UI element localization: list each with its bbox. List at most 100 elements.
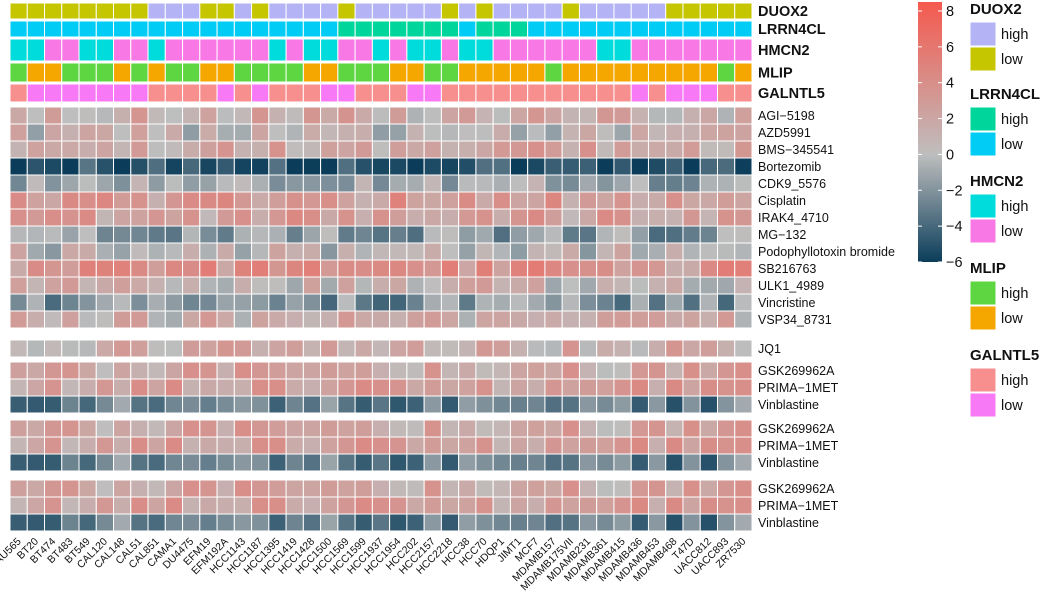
heatmap-cell: [130, 419, 149, 438]
heatmap-cell: [199, 106, 218, 125]
heatmap-cell: [578, 208, 598, 227]
annotation-cell-duox2: [44, 2, 63, 20]
scale-tick-label: 8: [946, 4, 954, 20]
heatmap-cell: [26, 208, 46, 227]
annotation-cell-hmcn2: [251, 38, 270, 62]
heatmap-cell: [544, 174, 563, 193]
heatmap-cell: [302, 361, 322, 380]
heatmap-cell: [251, 191, 270, 210]
heatmap-cell: [371, 378, 391, 397]
heatmap-cell: [26, 293, 46, 312]
heatmap-cell: [320, 436, 339, 455]
annotation-cell-hmcn2: [475, 38, 494, 62]
heatmap-cell: [130, 242, 149, 261]
heatmap-cell: [389, 293, 408, 312]
heatmap-cell: [527, 208, 546, 227]
heatmap-cell: [682, 191, 701, 210]
heatmap-cell: [354, 140, 373, 159]
heatmap-cell: [44, 436, 63, 455]
heatmap-cell: [216, 395, 235, 414]
heatmap-cell: [527, 453, 546, 472]
heatmap-cell: [44, 242, 63, 261]
heatmap-cell: [113, 395, 132, 414]
heatmap-cell: [268, 436, 287, 455]
heatmap-cell: [216, 276, 235, 295]
heatmap-cell: [320, 191, 339, 210]
legend-swatch-duox2-low: [969, 46, 997, 72]
heatmap-cell: [561, 293, 580, 312]
heatmap-cell: [613, 339, 632, 358]
heatmap-cell: [9, 242, 28, 261]
heatmap-cell: [320, 242, 339, 261]
heatmap-cell: [475, 174, 494, 193]
heatmap-cell: [716, 513, 736, 532]
heatmap-cell: [613, 496, 632, 515]
heatmap-cell: [458, 242, 477, 261]
heatmap-cell: [182, 191, 201, 210]
heatmap-cell: [216, 242, 235, 261]
annotation-cell-mlip: [354, 62, 373, 83]
heatmap-cell: [734, 395, 753, 414]
heatmap-cell: [458, 259, 477, 278]
heatmap-cell: [630, 339, 649, 358]
heatmap-cell: [630, 453, 649, 472]
heatmap-cell: [44, 361, 63, 380]
heatmap-cell: [302, 293, 322, 312]
annotation-cell-duox2: [199, 2, 218, 20]
heatmap-cell: [285, 378, 304, 397]
annotation-cell-galntl5: [182, 83, 201, 103]
heatmap-cell: [561, 436, 580, 455]
heatmap-cell: [699, 513, 718, 532]
heatmap-cell: [527, 276, 546, 295]
heatmap-cell: [251, 225, 270, 244]
heatmap-cell: [9, 310, 28, 329]
heatmap-cell: [389, 436, 408, 455]
heatmap-cell: [578, 419, 598, 438]
annotation-cell-hmcn2: [492, 38, 511, 62]
annotation-cell-hmcn2: [406, 38, 425, 62]
heatmap-cell: [216, 157, 235, 176]
heatmap-cell: [182, 513, 201, 532]
heatmap-cell: [734, 225, 753, 244]
heatmap-cell: [647, 276, 667, 295]
heatmap-cell: [233, 479, 253, 498]
annotation-cell-duox2: [320, 2, 339, 20]
heatmap-cell: [61, 513, 80, 532]
heatmap-cell: [164, 496, 184, 515]
heatmap-cell: [699, 310, 718, 329]
heatmap-cell: [734, 361, 753, 380]
heatmap-cell: [320, 208, 339, 227]
annotation-cell-duox2: [389, 2, 408, 20]
heatmap-cell: [716, 242, 736, 261]
heatmap-cell: [561, 339, 580, 358]
heatmap-cell: [544, 106, 563, 125]
annotation-cell-duox2: [647, 2, 667, 20]
heatmap-cell: [630, 513, 649, 532]
heatmap-cell: [734, 436, 753, 455]
heatmap-cell: [596, 496, 615, 515]
drug-label: IRAK4_4710: [758, 211, 829, 225]
heatmap-cell: [302, 453, 322, 472]
heatmap-cell: [61, 242, 80, 261]
heatmap-cell: [147, 123, 166, 142]
heatmap-cell: [337, 157, 356, 176]
heatmap-cell: [147, 496, 166, 515]
heatmap-cell: [182, 174, 201, 193]
heatmap-cell: [61, 123, 80, 142]
drug-label: ULK1_4989: [758, 279, 824, 293]
heatmap-cell: [95, 361, 115, 380]
heatmap-cell: [320, 259, 339, 278]
annotation-cell-lrrn4cl: [130, 20, 149, 38]
annotation-cell-galntl5: [251, 83, 270, 103]
annotation-cell-mlip: [458, 62, 477, 83]
heatmap-cell: [147, 310, 166, 329]
heatmap-cell: [164, 140, 184, 159]
heatmap-cell: [182, 140, 201, 159]
heatmap-cell: [492, 453, 511, 472]
annotation-cell-duox2: [440, 2, 460, 20]
heatmap-cell: [371, 259, 391, 278]
heatmap-cell: [337, 123, 356, 142]
heatmap-cell: [61, 259, 80, 278]
annotation-cell-duox2: [475, 2, 494, 20]
annotation-cell-mlip: [44, 62, 63, 83]
